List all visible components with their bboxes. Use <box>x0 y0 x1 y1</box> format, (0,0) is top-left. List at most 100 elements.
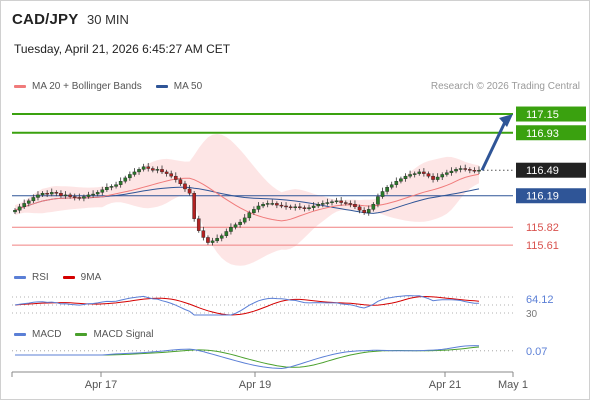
candle-body <box>412 173 417 175</box>
candle-body <box>311 205 316 208</box>
legend-label-9ma: 9MA <box>80 272 102 283</box>
candle-body <box>59 192 63 196</box>
candle-body <box>151 168 155 171</box>
candle-body <box>49 192 54 195</box>
candle-body <box>298 206 302 209</box>
candle-body <box>334 200 339 203</box>
candle-body <box>155 169 160 171</box>
candle-body <box>270 203 275 205</box>
candle-body <box>399 178 403 182</box>
legend-swatch-9ma <box>62 276 75 279</box>
candle-body <box>141 166 146 170</box>
datetime-label: Tuesday, April 21, 2026 6:45:27 AM CET <box>14 42 231 56</box>
candle-body <box>210 240 215 243</box>
candles-group <box>13 162 481 246</box>
timeframe-label: 30 MIN <box>87 12 129 27</box>
candle-body <box>215 238 219 242</box>
candle-body <box>128 174 132 179</box>
candle-body <box>45 192 49 195</box>
candle-body <box>316 204 321 207</box>
credit-label: Research © 2026 Trading Central <box>430 81 580 92</box>
candle-body <box>307 207 311 209</box>
candle-body <box>77 197 82 199</box>
chart-title: CAD/JPY <box>12 11 78 28</box>
x-tick-label-2: Apr 21 <box>429 379 461 391</box>
candle-body <box>477 170 481 172</box>
macd-last-label: 0.07 <box>526 346 547 358</box>
candle-body <box>431 175 435 180</box>
candle-body <box>206 237 210 243</box>
legend-item-macd: MACD <box>14 329 61 340</box>
candle-body <box>173 175 178 180</box>
candle-body <box>72 196 77 198</box>
candle-body <box>238 221 242 225</box>
candle-body <box>219 235 224 239</box>
candle-body <box>201 230 206 238</box>
candle-body <box>376 196 380 205</box>
candle-body <box>284 205 288 208</box>
rsi-legend: RSI 9MA <box>14 272 115 283</box>
candle-body <box>449 170 454 173</box>
candle-body <box>123 177 128 182</box>
candle-body <box>293 206 298 209</box>
forecast-arrow-shaft <box>480 121 507 171</box>
candle-body <box>343 202 348 204</box>
legend-item-ma20: MA 20 + Bollinger Bands <box>14 81 142 92</box>
legend-item-rsi-9ma: 9MA <box>62 272 102 283</box>
candle-body <box>183 183 187 190</box>
candle-body <box>100 189 105 193</box>
candle-body <box>229 227 233 232</box>
candle-body <box>330 201 334 203</box>
legend-label-macd: MACD <box>32 329 62 340</box>
candle-body <box>265 203 270 205</box>
candle-body <box>366 209 371 213</box>
candle-body <box>164 171 169 174</box>
x-tick-label-3: May 1 <box>498 379 528 391</box>
candle-body <box>91 193 95 196</box>
level-label-box-last-price <box>516 162 586 178</box>
candle-body <box>380 191 385 197</box>
candle-body <box>187 188 192 194</box>
legend-swatch-macd-signal <box>75 333 88 336</box>
rsi-line <box>14 295 479 316</box>
candle-body <box>13 210 17 213</box>
candle-body <box>468 169 472 171</box>
legend-swatch-ma50 <box>155 85 168 88</box>
candle-body <box>288 206 293 209</box>
candle-body <box>261 204 265 207</box>
candle-body <box>105 187 109 190</box>
candle-body <box>36 194 40 198</box>
candle-body <box>169 173 173 177</box>
x-tick-label-1: Apr 19 <box>239 379 271 391</box>
legend-item-ma50: MA 50 <box>155 81 202 92</box>
candle-body <box>321 203 325 205</box>
candle-body <box>339 200 343 203</box>
level-label-pivot: 116.19 <box>526 191 559 203</box>
candle-body <box>422 171 426 174</box>
legend-label-macd-signal: MACD Signal <box>93 329 154 340</box>
candle-body <box>458 168 463 170</box>
candle-body <box>196 218 201 231</box>
candle-body <box>463 168 468 170</box>
legend-label-ma20: MA 20 + Bollinger Bands <box>32 81 142 92</box>
level-label-box-target-1 <box>516 125 586 141</box>
candle-body <box>146 166 151 169</box>
rsi-last-label: 64.12 <box>526 294 554 306</box>
candle-body <box>109 186 114 188</box>
level-label-last-price: 116.49 <box>526 165 559 177</box>
candle-body <box>247 212 252 219</box>
candle-body <box>445 172 449 175</box>
candle-body <box>348 203 353 205</box>
x-tick-label-0: Apr 17 <box>85 379 117 391</box>
price-legend: MA 20 + Bollinger Bands MA 50 <box>14 81 216 92</box>
candle-body <box>17 206 22 211</box>
candle-body <box>385 187 389 192</box>
level-label-support-1: 115.82 <box>526 222 559 234</box>
ma20-line <box>14 173 480 222</box>
candle-body <box>357 206 362 211</box>
candle-body <box>54 192 59 194</box>
bollinger-band <box>15 134 479 266</box>
macd-line <box>15 345 480 370</box>
